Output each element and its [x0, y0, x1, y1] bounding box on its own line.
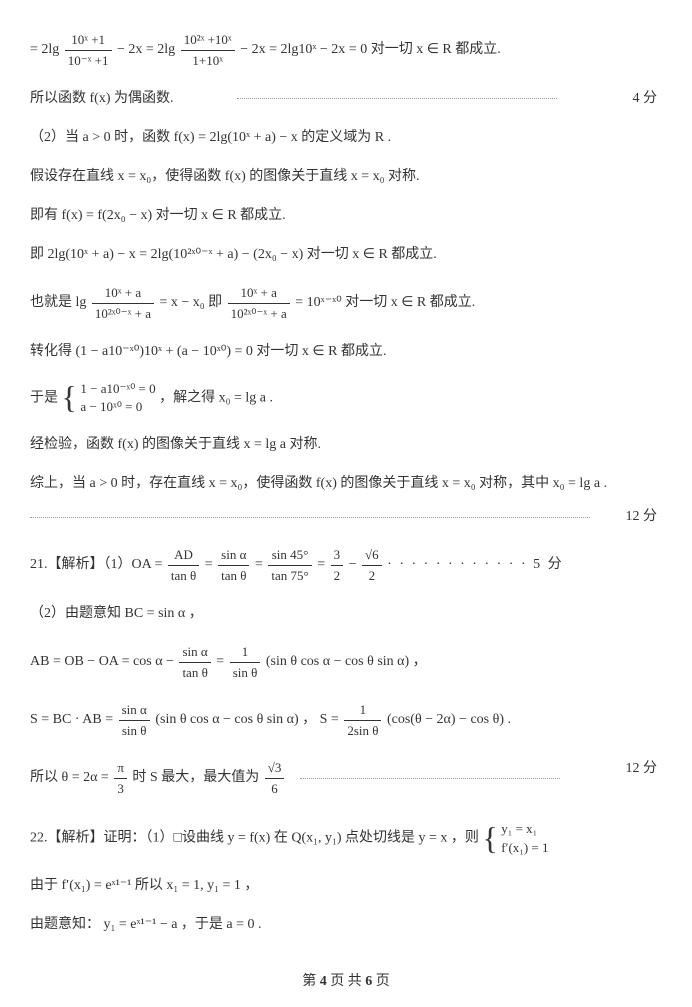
line-9: 于是 { 1 − a10⁻ˣ⁰ = 0 a − 10ˣ⁰ = 0 ，解之得 x₀… — [30, 380, 662, 416]
fraction: sin α tan θ — [179, 642, 210, 682]
dotted-filler — [237, 98, 557, 99]
fraction: 1 2sin θ — [344, 700, 381, 740]
fraction: sin α tan θ — [218, 545, 249, 585]
brace-group: 1 − a10⁻ˣ⁰ = 0 a − 10ˣ⁰ = 0 — [80, 380, 155, 416]
fraction: 10ˣ + a 10²ˣ⁰⁻ˣ + a — [92, 283, 154, 323]
line-6: 即 2lg(10ˣ + a) − x = 2lg(10²ˣ⁰⁻ˣ + a) − … — [30, 244, 662, 265]
fraction: π 3 — [114, 758, 127, 798]
text: 综上，当 a > 0 时，存在直线 x = x₀，使得函数 f(x) 的图像关于… — [30, 476, 607, 491]
line-4: 假设存在直线 x = x₀，使得函数 f(x) 的图像关于直线 x = x₀ 对… — [30, 166, 662, 187]
fraction: √3 6 — [265, 758, 285, 798]
text: （2）由题意知 BC = sin α ， — [30, 606, 203, 621]
score-12: 12 分 — [626, 506, 658, 527]
footer-text: 页 共 — [330, 974, 365, 989]
text: − — [349, 558, 360, 573]
line-14: AB = OB − OA = cos α − sin α tan θ = 1 s… — [30, 642, 662, 682]
text: 于是 — [30, 390, 58, 405]
text: 所以函数 f(x) 为偶函数. — [30, 91, 174, 106]
text: 假设存在直线 x = x₀，使得函数 f(x) 的图像关于直线 x = x₀ 对… — [30, 169, 420, 184]
line-11-score: 12 分 — [30, 506, 662, 527]
dotted-score: · · · · · · · · · · · · 5 分 — [387, 558, 563, 573]
page-total: 6 — [365, 974, 372, 989]
text: = 10ˣ⁻ˣ⁰ 对一切 x ∈ R 都成立. — [295, 295, 475, 310]
text: 由于 f′(x₁) = eˣ¹⁻¹ 所以 x₁ = 1, y₁ = 1 ， — [30, 878, 258, 893]
score-4: 4 分 — [633, 88, 658, 109]
score-12b: 12 分 — [626, 758, 658, 779]
text: − 2x = 2lg — [117, 42, 175, 57]
line-17: 22.【解析】证明：（1）□设曲线 y = f(x) 在 Q(x₁, y₁) 点… — [30, 820, 662, 856]
left-brace-icon: { — [62, 385, 77, 411]
brace-row: 1 − a10⁻ˣ⁰ = 0 — [80, 380, 155, 398]
line-11: 综上，当 a > 0 时，存在直线 x = x₀，使得函数 f(x) 的图像关于… — [30, 473, 662, 494]
text: − 2x = 2lg10ˣ − 2x = 0 对一切 x ∈ R 都成立. — [240, 42, 501, 57]
fraction: 3 2 — [331, 545, 344, 585]
brace-row: y₁ = x₁ — [501, 820, 548, 838]
text: （2）当 a > 0 时，函数 f(x) = 2lg(10ˣ + a) − x … — [30, 130, 391, 145]
dotted-filler — [30, 517, 590, 518]
line-16: 所以 θ = 2α = π 3 时 S 最大，最大值为 √3 6 12 分 — [30, 758, 662, 798]
dotted-filler — [300, 778, 560, 779]
fraction: AD tan θ — [168, 545, 199, 585]
left-brace-icon: { — [482, 826, 497, 852]
line-19: 由题意知： y₁ = eˣ¹⁻¹ − a ，于是 a = 0 . — [30, 914, 662, 935]
brace-row: a − 10ˣ⁰ = 0 — [80, 398, 155, 416]
line-2: 所以函数 f(x) 为偶函数. 4 分 — [30, 88, 662, 109]
text: 转化得 (1 − a10⁻ˣ⁰)10ˣ + (a − 10ˣ⁰) = 0 对一切… — [30, 344, 386, 359]
line-3: （2）当 a > 0 时，函数 f(x) = 2lg(10ˣ + a) − x … — [30, 127, 662, 148]
footer-text: 第 — [302, 974, 320, 989]
line-7: 也就是 lg 10ˣ + a 10²ˣ⁰⁻ˣ + a = x − x₀ 即 10… — [30, 283, 662, 323]
text: 经检验，函数 f(x) 的图像关于直线 x = lg a 对称. — [30, 437, 321, 452]
line-5: 即有 f(x) = f(2x₀ − x) 对一切 x ∈ R 都成立. — [30, 205, 662, 226]
brace-group: y₁ = x₁ f′(x₁) = 1 — [501, 820, 548, 856]
text: = — [255, 558, 266, 573]
text: (cos(θ − 2α) − cos θ) . — [387, 713, 511, 728]
line-10: 经检验，函数 f(x) 的图像关于直线 x = lg a 对称. — [30, 434, 662, 455]
text: (sin θ cos α − cos θ sin α) ， — [266, 655, 427, 670]
fraction: sin 45° tan 75° — [268, 545, 311, 585]
line-12: 21.【解析】（1）OA = AD tan θ = sin α tan θ = … — [30, 545, 662, 585]
fraction: 10ˣ + a 10²ˣ⁰⁻ˣ + a — [228, 283, 290, 323]
text: 所以 θ = 2α = — [30, 771, 112, 786]
page-footer: 第 4 页 共 6 页 — [0, 971, 692, 992]
line-18: 由于 f′(x₁) = eˣ¹⁻¹ 所以 x₁ = 1, y₁ = 1 ， — [30, 875, 662, 896]
text: ，解之得 x₀ = lg a . — [159, 390, 273, 405]
fraction: sin α sin θ — [119, 700, 150, 740]
page-current: 4 — [320, 974, 327, 989]
line-15: S = BC · AB = sin α sin θ (sin θ cos α −… — [30, 700, 662, 740]
text: 21.【解析】（1）OA = — [30, 558, 166, 573]
footer-text: 页 — [376, 974, 390, 989]
fraction: 1 sin θ — [230, 642, 261, 682]
text: 也就是 lg — [30, 295, 86, 310]
fraction: 10ˣ +1 10⁻ˣ +1 — [65, 30, 112, 70]
fraction: 10²ˣ +10ˣ 1+10ˣ — [181, 30, 235, 70]
text: 由题意知： y₁ = eˣ¹⁻¹ − a ，于是 a = 0 . — [30, 917, 262, 932]
text: 时 S 最大，最大值为 — [132, 771, 259, 786]
line-1: = 2lg 10ˣ +1 10⁻ˣ +1 − 2x = 2lg 10²ˣ +10… — [30, 30, 662, 70]
line-13: （2）由题意知 BC = sin α ， — [30, 603, 662, 624]
text: S = BC · AB = — [30, 713, 117, 728]
line-8: 转化得 (1 − a10⁻ˣ⁰)10ˣ + (a − 10ˣ⁰) = 0 对一切… — [30, 341, 662, 362]
text: AB = OB − OA = cos α − — [30, 655, 177, 670]
fraction: √6 2 — [362, 545, 382, 585]
text: 即有 f(x) = f(2x₀ − x) 对一切 x ∈ R 都成立. — [30, 208, 286, 223]
brace-row: f′(x₁) = 1 — [501, 839, 548, 857]
text: = — [205, 558, 216, 573]
text: 22.【解析】证明：（1）□设曲线 y = f(x) 在 Q(x₁, y₁) 点… — [30, 831, 479, 846]
text: (sin θ cos α − cos θ sin α) ， S = — [155, 713, 342, 728]
text: 即 2lg(10ˣ + a) − x = 2lg(10²ˣ⁰⁻ˣ + a) − … — [30, 247, 437, 262]
text: = — [216, 655, 227, 670]
text: = — [317, 558, 328, 573]
text: = 2lg — [30, 42, 59, 57]
text: = x − x₀ 即 — [159, 295, 225, 310]
